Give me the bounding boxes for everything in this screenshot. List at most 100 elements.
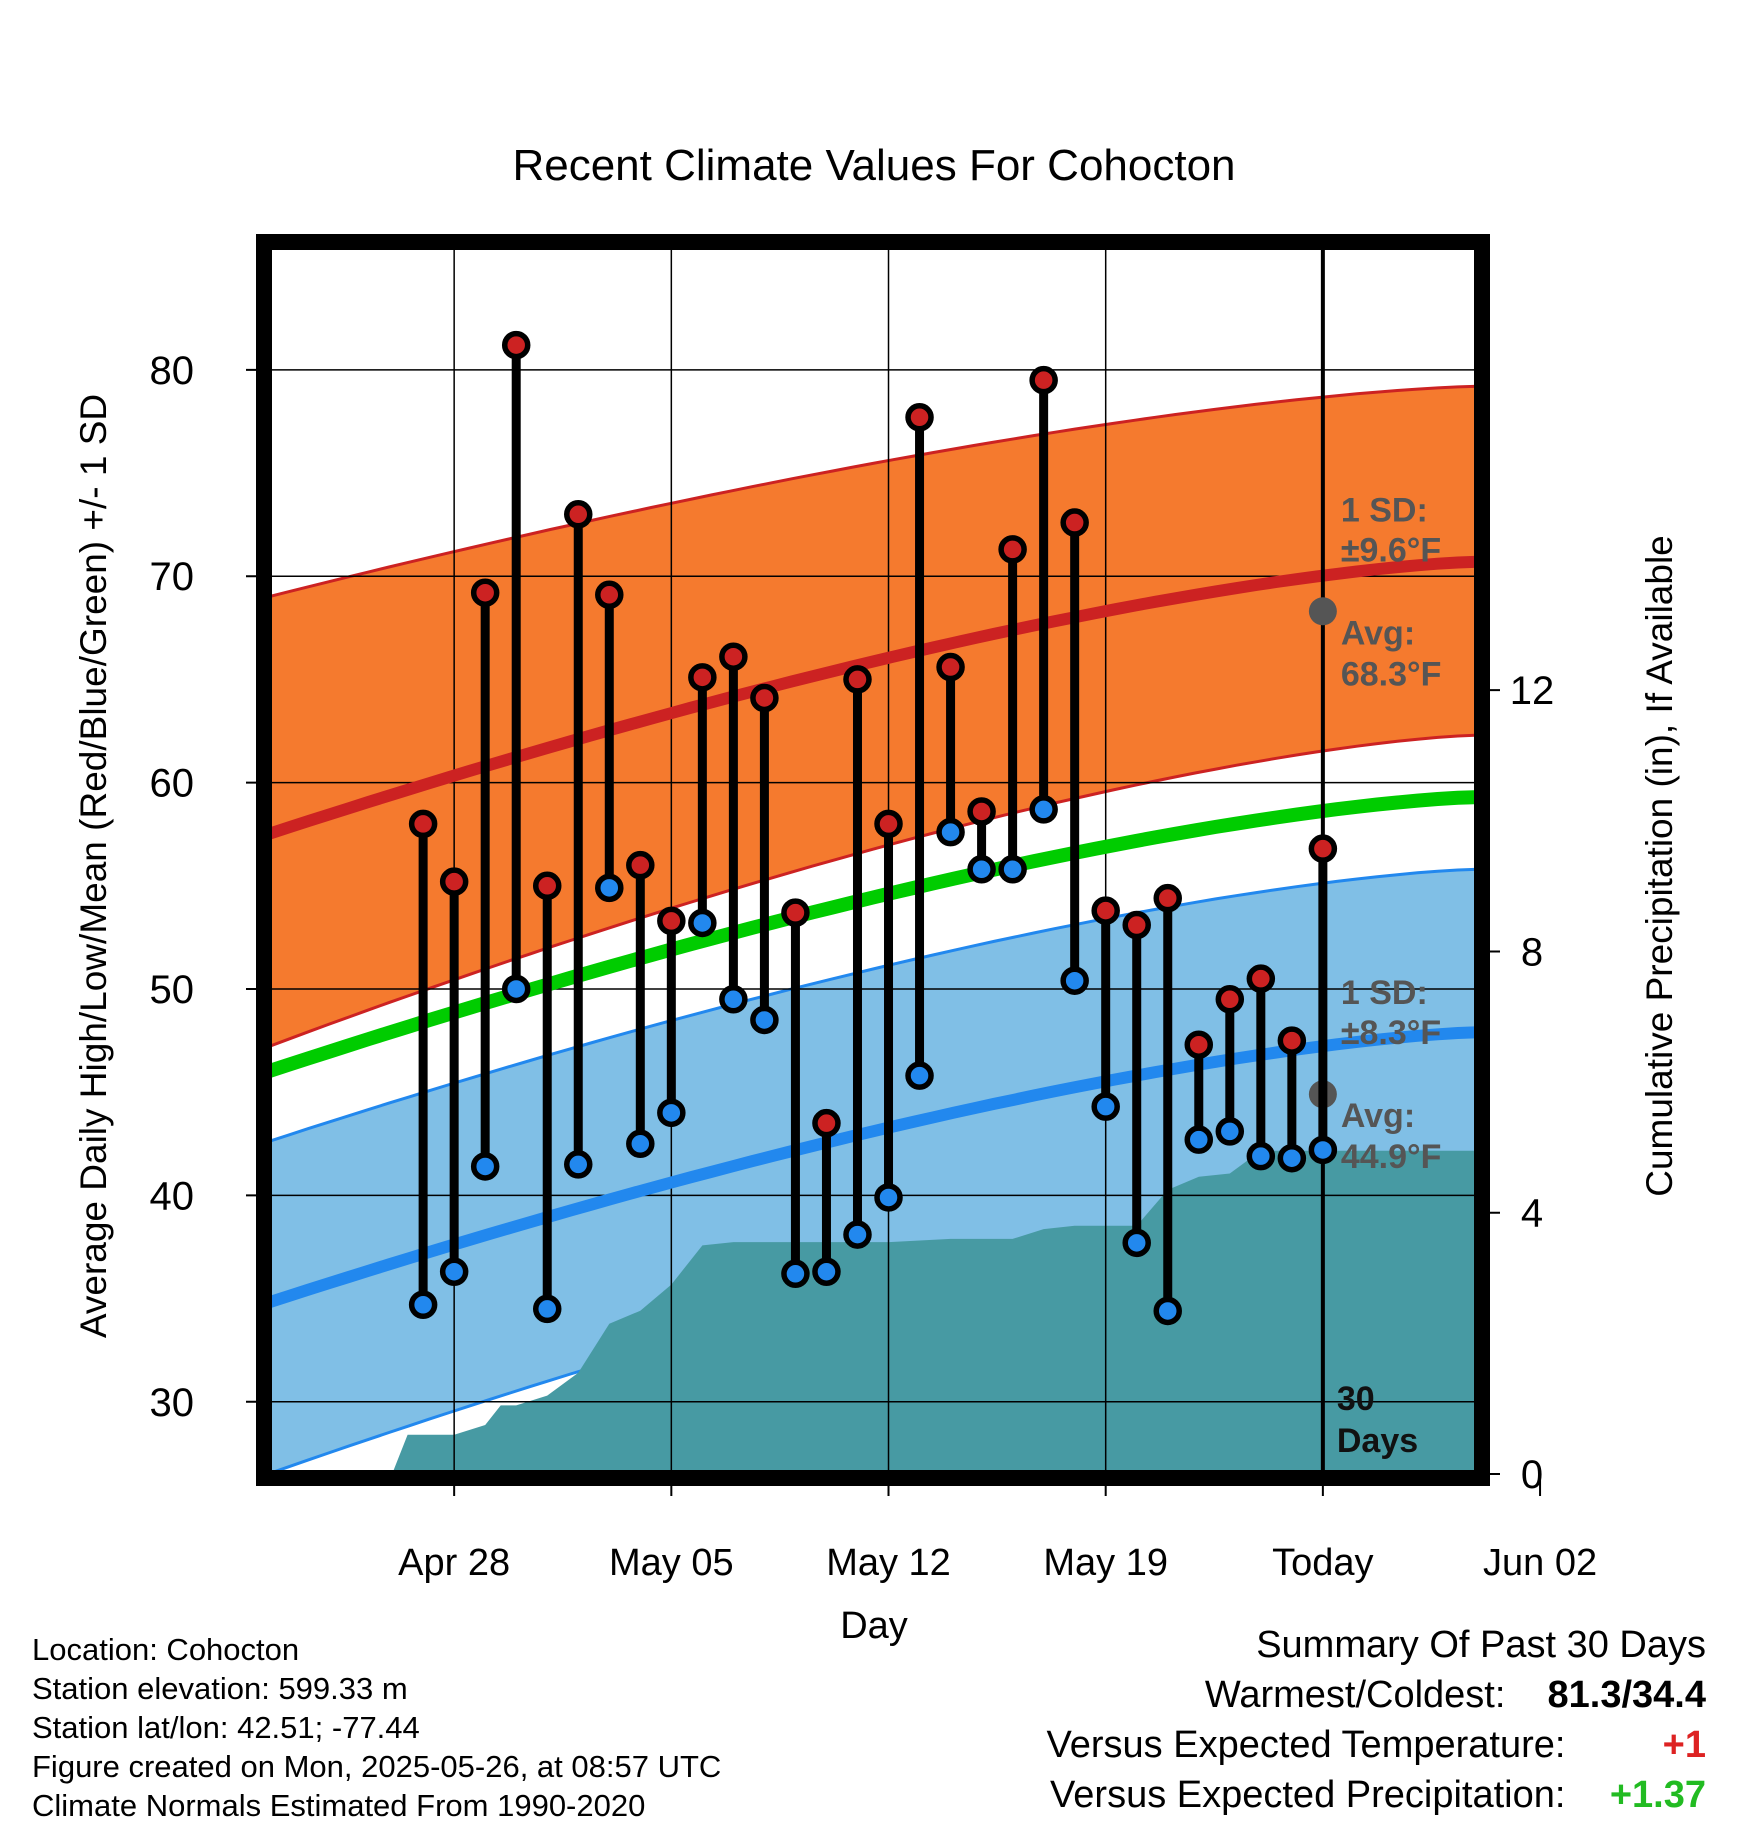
low-temp-point [1029, 795, 1058, 824]
low-temp-point [501, 974, 531, 1004]
high-temp-point [595, 580, 624, 610]
high-temp-point [781, 898, 810, 927]
mean-avg-line [268, 790, 1478, 1079]
high-temp-point [688, 663, 717, 692]
summary-temp-row: Versus Expected Temperature: +1 [1047, 1720, 1706, 1770]
high-temp-point [657, 906, 686, 936]
low-temp-point [936, 817, 965, 847]
today-days-word: Days [1337, 1422, 1418, 1460]
high-sd-band [268, 386, 1478, 1047]
info-location: Location: Cohocton [32, 1632, 300, 1667]
summary-precip-label: Versus Expected Precipitation: [1050, 1774, 1566, 1816]
x-tick-label: Apr 28 [398, 1542, 510, 1584]
high-temp-point [564, 500, 593, 529]
high-temp-point [439, 867, 469, 896]
low-temp-point [781, 1259, 810, 1289]
y-right-tick-label: 4 [1521, 1192, 1543, 1236]
high-sd-lower-line [268, 733, 1478, 1049]
high-temp-point [874, 809, 903, 839]
y-axis-right-label: Cumulative Precipitation (in), If Availa… [1639, 535, 1680, 1197]
info-elevation: Station elevation: 599.33 m [32, 1671, 408, 1706]
low-temp-point [843, 1220, 872, 1249]
low-temp-point [1308, 1135, 1338, 1165]
high-avg-marker [1308, 597, 1337, 626]
high-temp-point [1246, 964, 1276, 993]
x-axis-label: Day [840, 1605, 908, 1647]
summary-temp-value: +1 [1662, 1724, 1706, 1766]
low-temp-point [564, 1150, 593, 1179]
x-tick-label: May 19 [1043, 1542, 1168, 1584]
high-temp-point [532, 871, 562, 901]
y-right-tick-label: 0 [1521, 1453, 1543, 1497]
low-temp-point [1122, 1228, 1151, 1258]
high-temp-point [470, 578, 500, 607]
high-temp-point [1091, 896, 1120, 925]
summary-precip-value: +1.37 [1609, 1774, 1706, 1816]
plot-content [268, 246, 1478, 1474]
low-temp-point [1277, 1143, 1307, 1173]
high-temp-point [1308, 834, 1338, 863]
low-temp-point [408, 1290, 438, 1320]
low-sd-label: 1 SD: [1341, 974, 1428, 1012]
low-temp-point [1215, 1117, 1245, 1146]
low-temp-point [626, 1129, 655, 1159]
summary-warmest-value: 81.3/34.4 [1547, 1674, 1706, 1716]
low-sd-band [268, 869, 1478, 1474]
high-temp-point [501, 330, 531, 360]
low-temp-point [1153, 1296, 1182, 1326]
low-temp-point [1184, 1125, 1214, 1154]
low-avg-line [268, 1026, 1478, 1309]
chart-title: Recent Climate Values For Cohocton [512, 141, 1235, 190]
summary-temp-label: Versus Expected Temperature: [1046, 1724, 1566, 1766]
low-sd-upper-line [268, 867, 1478, 1144]
low-temp-point [812, 1257, 841, 1286]
low-temp-point [998, 855, 1027, 884]
summary-warmest-label: Warmest/Coldest: [1204, 1674, 1506, 1716]
high-temp-point [1215, 985, 1245, 1014]
high-temp-point [1153, 883, 1182, 913]
low-temp-point [470, 1152, 500, 1181]
high-sd-value: ±9.6°F [1341, 531, 1441, 569]
x-tick-label: May 12 [826, 1542, 951, 1584]
y-right-tick-label: 8 [1521, 930, 1543, 974]
info-created: Figure created on Mon, 2025-05-26, at 08… [32, 1749, 722, 1784]
low-temp-point [719, 985, 748, 1014]
y-right-tick-label: 12 [1510, 669, 1555, 713]
low-avg-value: 44.9°F [1341, 1138, 1442, 1176]
summary-warmest-row: Warmest/Coldest: 81.3/34.4 [1047, 1670, 1706, 1720]
high-temp-point [843, 665, 872, 694]
high-temp-point [936, 652, 965, 682]
high-avg-label: Avg: [1341, 614, 1415, 652]
low-temp-point [532, 1294, 562, 1324]
y-left-tick-label: 40 [150, 1174, 195, 1218]
high-temp-point [1122, 910, 1151, 940]
low-avg-label: Avg: [1341, 1097, 1415, 1135]
high-temp-point [408, 809, 438, 839]
low-temp-point [874, 1183, 903, 1212]
low-temp-point [1246, 1141, 1276, 1171]
low-temp-point [1060, 966, 1089, 995]
plot-frame [256, 234, 1490, 1486]
high-avg-value: 68.3°F [1341, 655, 1442, 693]
y-left-tick-label: 80 [150, 349, 195, 393]
y-left-tick-label: 30 [150, 1381, 195, 1425]
high-temp-point [998, 535, 1027, 564]
y-left-tick-label: 50 [150, 968, 195, 1012]
high-temp-point [1184, 1030, 1214, 1059]
low-temp-point [688, 908, 717, 938]
low-temp-point [1091, 1092, 1120, 1121]
low-temp-point [595, 873, 624, 903]
summary-panel: Summary Of Past 30 Days Warmest/Coldest:… [1047, 1620, 1706, 1820]
today-days-count: 30 [1337, 1380, 1375, 1418]
high-avg-line [268, 555, 1478, 840]
low-temp-point [967, 855, 996, 884]
summary-precip-row: Versus Expected Precipitation: +1.37 [1047, 1770, 1706, 1820]
high-sd-upper-line [268, 384, 1478, 599]
summary-title: Summary Of Past 30 Days [1256, 1624, 1706, 1666]
high-temp-point [967, 797, 996, 826]
x-tick-label: May 05 [609, 1542, 734, 1584]
info-normals: Climate Normals Estimated From 1990-2020 [32, 1788, 646, 1823]
high-temp-point [1029, 365, 1058, 395]
